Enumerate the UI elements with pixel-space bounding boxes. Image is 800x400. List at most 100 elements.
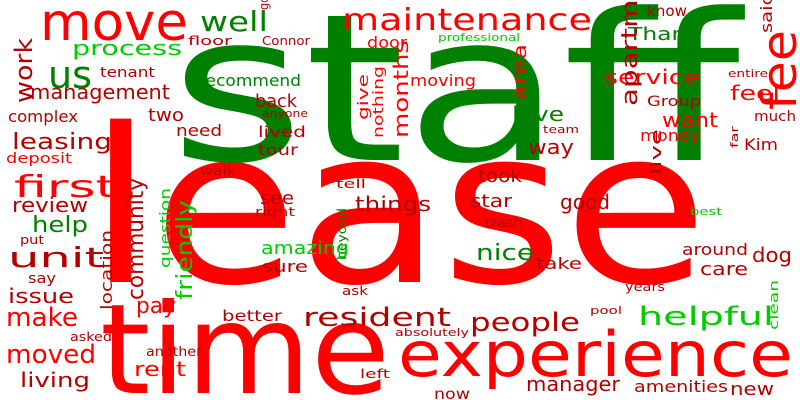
word-sure: sure <box>262 257 308 276</box>
word-question: question <box>158 188 174 268</box>
word-community: community <box>124 178 149 300</box>
word-tell: tell <box>336 177 366 191</box>
word-nothing: nothing <box>371 66 387 138</box>
word-amenities: amenities <box>634 377 728 396</box>
word-complex: complex <box>8 107 78 126</box>
word-much: much <box>754 109 796 125</box>
word-said: said <box>757 0 776 33</box>
word-asked: asked <box>70 330 112 344</box>
word-live: live <box>649 129 665 175</box>
word-make: make <box>6 303 78 333</box>
word-new: new <box>730 379 774 400</box>
word-see: see <box>260 188 294 209</box>
word-star: star <box>470 191 513 212</box>
word-apartments: apartments <box>618 0 643 106</box>
word-unit: unit <box>8 241 104 274</box>
word-amazing: amazing <box>261 238 349 259</box>
word-manager: manager <box>526 372 621 396</box>
word-time: time <box>100 278 390 400</box>
word-trash: trash <box>485 216 523 231</box>
word-pay: pay <box>136 294 176 319</box>
word-go: go <box>257 0 271 10</box>
word-clean: clean <box>767 280 781 330</box>
word-best: best <box>690 205 723 218</box>
word-management: management <box>30 80 170 104</box>
word-resident: resident <box>303 303 451 333</box>
word-know: know <box>647 2 687 20</box>
word-review: review <box>12 193 88 217</box>
word-people: people <box>470 308 580 338</box>
word-walk: walk <box>200 164 236 178</box>
word-way: way <box>528 135 574 159</box>
word-rent: rent <box>134 357 186 381</box>
word-thank: Thank <box>627 24 701 45</box>
word-take: take <box>536 254 582 273</box>
word-tour: tour <box>258 141 299 159</box>
word-another: another <box>146 345 203 360</box>
word-experience: experience <box>398 318 793 391</box>
word-better: better <box>222 307 283 325</box>
word-moved: moved <box>6 340 96 370</box>
word-area: area <box>510 44 531 100</box>
word-entire: entire <box>728 67 768 80</box>
word-feel: feel <box>730 81 780 105</box>
word-anyone: anyone <box>262 107 308 120</box>
word-recommend: recommend <box>199 71 301 90</box>
word-maintenance: maintenance <box>342 3 592 38</box>
word-love: love <box>512 102 564 126</box>
word-connor: Connor <box>262 34 310 48</box>
word-say: say <box>28 271 56 287</box>
word-give: give <box>356 74 372 120</box>
word-professional: professional <box>438 31 520 44</box>
word-tenant: tenant <box>100 65 156 81</box>
word-issue: issue <box>8 284 74 308</box>
word-pool: pool <box>590 304 622 317</box>
word-need: need <box>176 121 222 140</box>
word-deposit: deposit <box>6 151 73 167</box>
word-things: things <box>355 192 431 216</box>
word-two: two <box>148 105 184 126</box>
word-dog: dog <box>752 243 792 267</box>
word-helpful: helpful <box>638 302 774 332</box>
word-absolutely: absolutely <box>395 326 470 339</box>
word-move: move <box>40 0 188 53</box>
word-back: back <box>255 91 298 112</box>
word-friendly: friendly <box>173 200 198 300</box>
word-want: want <box>662 108 718 132</box>
word-right: right <box>255 205 295 219</box>
word-around: around <box>682 240 748 259</box>
word-good: good <box>560 190 610 214</box>
word-left: left <box>360 367 390 381</box>
word-kim: Kim <box>744 135 778 154</box>
word-money: money <box>640 126 700 145</box>
word-lived: lived <box>258 123 306 141</box>
word-group: Group <box>647 94 701 110</box>
word-took: took <box>478 166 523 187</box>
word-moving: moving <box>410 71 476 90</box>
word-living: living <box>20 368 90 392</box>
word-well: well <box>200 5 268 38</box>
word-ask: ask <box>342 284 368 298</box>
word-service: service <box>604 65 700 89</box>
word-floor: floor <box>188 34 232 48</box>
word-fee: fee <box>752 30 800 110</box>
word-months: months <box>389 40 413 138</box>
word-door: door <box>367 33 407 52</box>
word-care: care <box>700 259 748 280</box>
word-now: now <box>434 385 470 400</box>
word-us: us <box>48 53 92 97</box>
word-nice: nice <box>476 241 534 266</box>
word-first: first <box>14 170 116 205</box>
word-location: location <box>97 230 116 310</box>
word-staff: staff <box>170 0 746 209</box>
word-work: work <box>10 38 38 103</box>
word-help: help <box>32 213 88 238</box>
word-lease: lease <box>88 82 708 333</box>
word-team: team <box>543 123 579 136</box>
word-process: process <box>72 36 182 60</box>
word-beyond: beyond <box>335 208 349 260</box>
word-far: far <box>728 125 741 148</box>
word-years: years <box>625 280 665 294</box>
